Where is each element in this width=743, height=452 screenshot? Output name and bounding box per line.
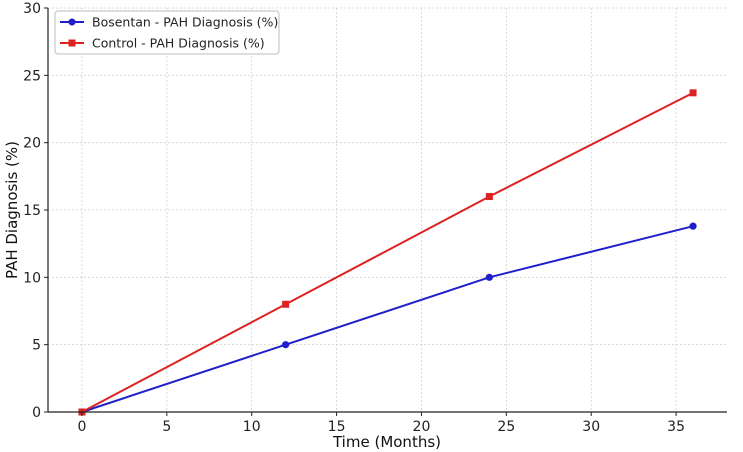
legend: Bosentan - PAH Diagnosis (%) Control - P… <box>54 10 280 55</box>
data-point-control <box>689 89 697 97</box>
y-tick-label: 10 <box>23 270 41 286</box>
data-point-control <box>485 193 493 201</box>
data-point-bosentan <box>689 222 697 230</box>
x-tick-label: 10 <box>243 419 261 435</box>
y-tick-label: 0 <box>32 405 41 421</box>
series-layer <box>78 89 697 416</box>
data-point-bosentan <box>282 341 290 349</box>
x-tick-label: 25 <box>497 419 515 435</box>
x-axis-label: Time (Months) <box>332 433 441 451</box>
axes <box>44 7 727 416</box>
x-tick-label: 30 <box>582 419 600 435</box>
y-tick-label: 5 <box>32 338 41 354</box>
series-line-bosentan <box>81 225 694 413</box>
x-tick-label: 15 <box>328 419 346 435</box>
x-tick-label: 5 <box>162 419 171 435</box>
legend-box <box>54 10 280 55</box>
x-tick-label: 35 <box>667 419 685 435</box>
y-tick-label: 25 <box>23 68 41 84</box>
legend-label-bosentan: Bosentan - PAH Diagnosis (%) <box>92 15 278 30</box>
legend-marker-bosentan <box>68 18 76 26</box>
legend-label-control: Control - PAH Diagnosis (%) <box>92 36 265 51</box>
y-tick-label: 20 <box>23 136 41 152</box>
y-tick-label: 15 <box>23 203 41 219</box>
y-tick-label: 30 <box>23 1 41 17</box>
data-point-control <box>282 300 290 308</box>
series-line-control <box>81 91 694 413</box>
legend-marker-control <box>68 39 76 47</box>
y-axis-label: PAH Diagnosis (%) <box>3 141 21 279</box>
data-point-bosentan <box>485 273 493 281</box>
x-tick-label: 0 <box>77 419 86 435</box>
grid <box>48 7 727 413</box>
tick-labels: 0 5 10 15 20 25 30 35 0 5 10 15 20 25 30 <box>23 1 685 435</box>
x-tick-label: 20 <box>413 419 431 435</box>
